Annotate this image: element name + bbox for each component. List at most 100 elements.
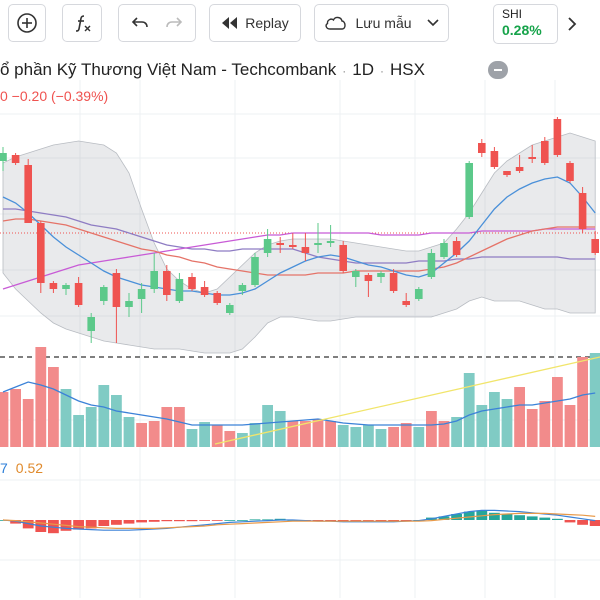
- macd-hist-bar: [577, 520, 588, 525]
- trend-line: [214, 356, 600, 445]
- macd-hist-bar: [514, 515, 525, 520]
- macd-hist-bar: [451, 514, 462, 520]
- candle-body: [465, 163, 473, 217]
- replay-button[interactable]: Replay: [209, 4, 301, 42]
- volume-bar: [375, 429, 387, 447]
- add-indicator-button[interactable]: [8, 4, 46, 42]
- macd-hist-bar: [400, 520, 412, 521]
- volume-bar: [262, 405, 273, 447]
- candle-body: [339, 245, 347, 271]
- macd-hist-bar: [363, 520, 374, 521]
- symbol-chip[interactable]: SHI 0.28%: [493, 4, 558, 44]
- chevron-right-icon: [568, 17, 577, 31]
- chart-title-name: ổ phần Kỹ Thương Việt Nam - Techcombank: [0, 60, 337, 79]
- volume-bar: [35, 347, 47, 447]
- candle-body: [478, 143, 486, 153]
- macd-hist-bar: [161, 520, 173, 522]
- candle-body: [251, 257, 259, 285]
- replay-label: Replay: [245, 15, 289, 31]
- macd-hist-bar: [375, 520, 387, 522]
- candle-body: [364, 275, 373, 281]
- volume-bar: [388, 427, 399, 447]
- redo-icon[interactable]: [163, 12, 185, 34]
- volume-bar: [577, 357, 588, 447]
- price-change: 0 −0.20 (−0.39%): [0, 88, 109, 104]
- macd-hist-bar: [136, 520, 147, 523]
- save-template-dropdown[interactable]: Lưu mẫu: [314, 4, 449, 42]
- volume-bar: [136, 423, 147, 447]
- chevron-down-icon: [426, 19, 439, 27]
- volume-bar: [312, 419, 324, 447]
- macd-hist-bar: [148, 520, 160, 522]
- candle-body: [415, 289, 423, 299]
- volume-bar: [325, 421, 336, 447]
- candle-body: [452, 241, 461, 255]
- scroll-right-button[interactable]: [560, 8, 584, 40]
- macd-hist-bar: [199, 520, 210, 521]
- macd-hist-bar: [438, 516, 450, 520]
- candle-body: [49, 283, 58, 289]
- volume-bar: [123, 417, 135, 447]
- volume-bar: [161, 407, 173, 447]
- volume-bar: [337, 425, 349, 447]
- candle-body: [11, 155, 20, 163]
- macd-hist-bar: [325, 520, 336, 522]
- candle-body: [553, 119, 562, 155]
- candle-body: [24, 165, 32, 223]
- volume-bar: [73, 415, 84, 447]
- candle-body: [566, 163, 574, 181]
- candle-body: [87, 317, 95, 331]
- macd-hist-bar: [350, 520, 362, 521]
- macd-hist-bar: [501, 514, 513, 520]
- chart-exchange: HSX: [390, 60, 425, 79]
- undo-icon[interactable]: [129, 12, 151, 34]
- volume-bar: [186, 429, 198, 447]
- macd-hist-bar: [539, 517, 551, 520]
- macd-hist-bar: [589, 520, 600, 526]
- function-remove-icon: [75, 15, 91, 32]
- candle-body: [137, 289, 146, 299]
- macd-signal-line: [2, 512, 596, 530]
- chart-interval[interactable]: 1D: [352, 60, 374, 79]
- candle-body: [389, 273, 398, 291]
- volume-bar: [211, 425, 223, 447]
- macd-hist-bar: [186, 520, 198, 522]
- macd-hist-bar: [85, 520, 97, 529]
- volume-ma-line: [2, 381, 596, 426]
- volume-bar: [98, 385, 110, 447]
- macd-hist-bar: [463, 511, 475, 520]
- volume-bar: [363, 425, 374, 447]
- undo-redo-group: [118, 4, 196, 42]
- volume-bar: [451, 417, 462, 447]
- macd-hist-bar: [73, 520, 84, 530]
- candle-body: [528, 157, 536, 159]
- volume-bar: [148, 421, 160, 447]
- macd-hist-bar: [224, 520, 236, 521]
- macd-hist-bar: [111, 520, 122, 525]
- candle-body: [163, 271, 171, 295]
- candle-body: [591, 239, 599, 253]
- volume-bar: [463, 373, 475, 447]
- chart-title: ổ phần Kỹ Thương Việt Nam - Techcombank ·…: [0, 60, 425, 79]
- volume-bar: [514, 387, 525, 447]
- macd-hist-bar: [98, 520, 110, 526]
- volume-bar: [501, 399, 513, 447]
- candle-body: [62, 285, 70, 289]
- macd-hist-bar: [526, 516, 538, 520]
- volume-bar: [199, 422, 210, 447]
- volume-bar: [174, 407, 185, 447]
- candle-body: [440, 243, 448, 257]
- collapse-legend-button[interactable]: [488, 61, 508, 79]
- macd-hist-bar: [123, 520, 135, 524]
- ma-line-blue: [2, 176, 596, 296]
- remove-indicator-button[interactable]: [62, 4, 102, 42]
- candle-body: [125, 301, 133, 307]
- cloud-icon: [325, 16, 347, 30]
- candle-body: [150, 271, 158, 289]
- macd-values: 7 0.52: [0, 460, 43, 476]
- candle-body: [314, 243, 322, 245]
- volume-bar: [426, 411, 437, 447]
- macd-hist-bar: [564, 520, 576, 523]
- volume-bar: [589, 353, 600, 447]
